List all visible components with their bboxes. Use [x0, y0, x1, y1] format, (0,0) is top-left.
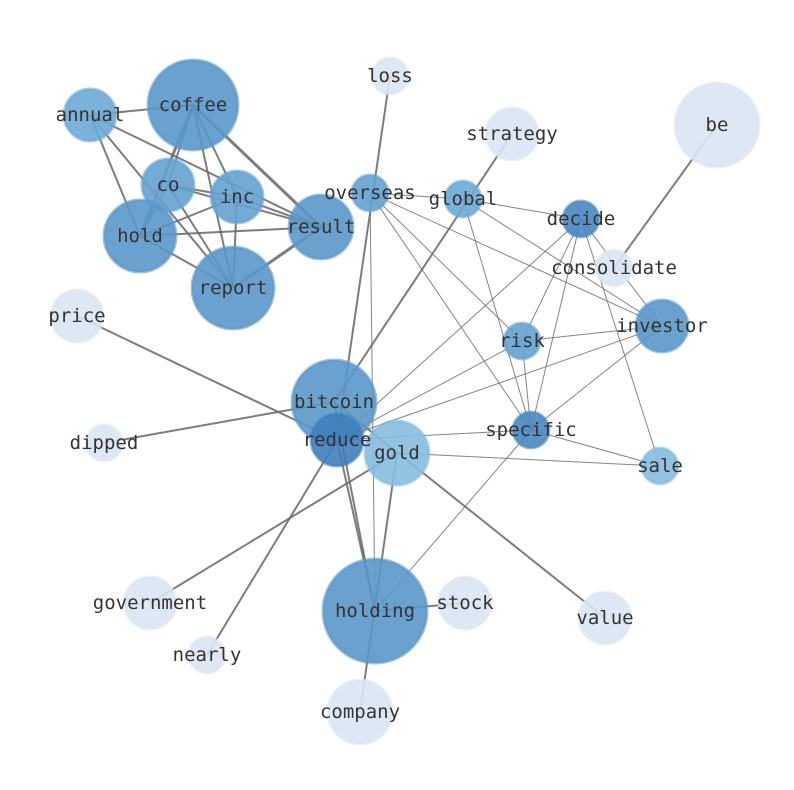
- node-label-value: value: [576, 607, 633, 629]
- node-global[interactable]: [443, 179, 483, 219]
- node-label-strategy: strategy: [466, 123, 558, 145]
- edge-global-specific: [462, 198, 532, 431]
- node-label-be: be: [706, 114, 729, 136]
- node-label-consolidate: consolidate: [551, 257, 677, 279]
- node-gold[interactable]: [363, 419, 431, 487]
- node-label-overseas: overseas: [324, 182, 416, 204]
- node-label-government: government: [93, 592, 207, 614]
- node-label-report: report: [199, 277, 268, 299]
- node-investor[interactable]: [634, 298, 690, 354]
- edge-decide-specific: [530, 218, 582, 431]
- node-report[interactable]: [190, 245, 276, 331]
- node-overseas[interactable]: [350, 173, 390, 213]
- edge-specific-sale: [530, 429, 661, 467]
- edge-decide-reduce: [336, 218, 582, 441]
- edge-government-gold: [149, 452, 398, 604]
- node-strategy[interactable]: [484, 106, 540, 162]
- node-label-dipped: dipped: [70, 432, 139, 454]
- node-decide[interactable]: [561, 199, 601, 239]
- node-nearly[interactable]: [187, 635, 227, 675]
- node-label-reduce: reduce: [303, 429, 372, 451]
- node-value[interactable]: [577, 590, 633, 646]
- node-stock[interactable]: [437, 575, 493, 631]
- node-label-co: co: [157, 174, 180, 196]
- node-label-coffee: coffee: [159, 94, 228, 116]
- edge-overseas-specific: [369, 192, 532, 431]
- node-label-hold: hold: [117, 225, 163, 247]
- edge-overseas-risk: [369, 192, 523, 342]
- edge-global-decide: [462, 198, 582, 220]
- node-label-specific: specific: [485, 419, 577, 441]
- node-label-decide: decide: [547, 208, 616, 230]
- node-risk[interactable]: [502, 321, 542, 361]
- edge-global-investor: [462, 198, 663, 327]
- node-sale[interactable]: [640, 446, 680, 486]
- edge-gold-sale: [396, 452, 661, 467]
- edge-strategy-bitcoin: [333, 133, 513, 403]
- node-reduce[interactable]: [309, 412, 365, 468]
- node-price[interactable]: [49, 288, 105, 344]
- node-label-holding: holding: [335, 600, 415, 622]
- node-consolidate[interactable]: [594, 248, 634, 288]
- node-government[interactable]: [122, 575, 178, 631]
- edge-price-reduce: [76, 315, 338, 441]
- node-specific[interactable]: [511, 410, 551, 450]
- node-label-inc: inc: [220, 186, 254, 208]
- node-label-nearly: nearly: [173, 644, 242, 666]
- edge-decide-sale: [580, 218, 661, 467]
- edge-annual-result: [89, 114, 322, 228]
- node-label-stock: stock: [436, 592, 494, 614]
- node-label-global: global: [429, 188, 498, 210]
- node-be[interactable]: [673, 81, 761, 169]
- node-co[interactable]: [140, 157, 196, 213]
- node-label-company: company: [320, 701, 400, 723]
- node-holding[interactable]: [321, 557, 429, 665]
- edge-decide-risk: [521, 218, 582, 342]
- node-coffee[interactable]: [146, 58, 240, 152]
- node-hold[interactable]: [102, 198, 178, 274]
- node-annual[interactable]: [62, 87, 118, 143]
- node-label-sale: sale: [637, 455, 683, 477]
- node-inc[interactable]: [209, 169, 265, 225]
- labels-layer: coffee annual co inc hold result report loss str…: [48, 65, 728, 723]
- node-label-price: price: [48, 305, 105, 327]
- edge-investor-specific: [530, 325, 663, 431]
- node-label-bitcoin: bitcoin: [294, 391, 374, 413]
- node-label-investor: investor: [616, 315, 708, 337]
- node-dipped[interactable]: [84, 423, 124, 463]
- node-label-result: result: [287, 216, 356, 238]
- node-company[interactable]: [326, 678, 394, 746]
- node-result[interactable]: [287, 193, 355, 261]
- node-label-loss: loss: [367, 65, 413, 87]
- edge-nearly-reduce: [206, 439, 338, 656]
- node-label-gold: gold: [374, 442, 420, 464]
- node-loss[interactable]: [370, 56, 410, 96]
- edge-overseas-investor: [369, 192, 663, 327]
- node-label-risk: risk: [499, 330, 545, 352]
- nodes-layer: [49, 56, 761, 746]
- node-label-annual: annual: [56, 104, 125, 126]
